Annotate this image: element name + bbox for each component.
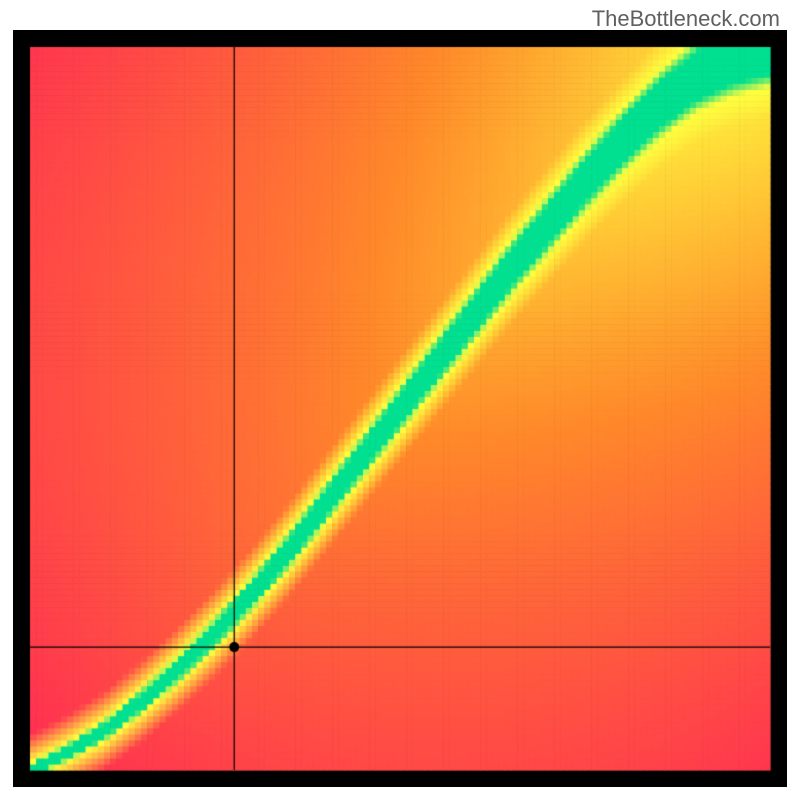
heatmap-canvas — [13, 30, 787, 787]
chart-frame — [13, 30, 787, 787]
watermark-text: TheBottleneck.com — [592, 6, 780, 32]
chart-container: TheBottleneck.com — [0, 0, 800, 800]
